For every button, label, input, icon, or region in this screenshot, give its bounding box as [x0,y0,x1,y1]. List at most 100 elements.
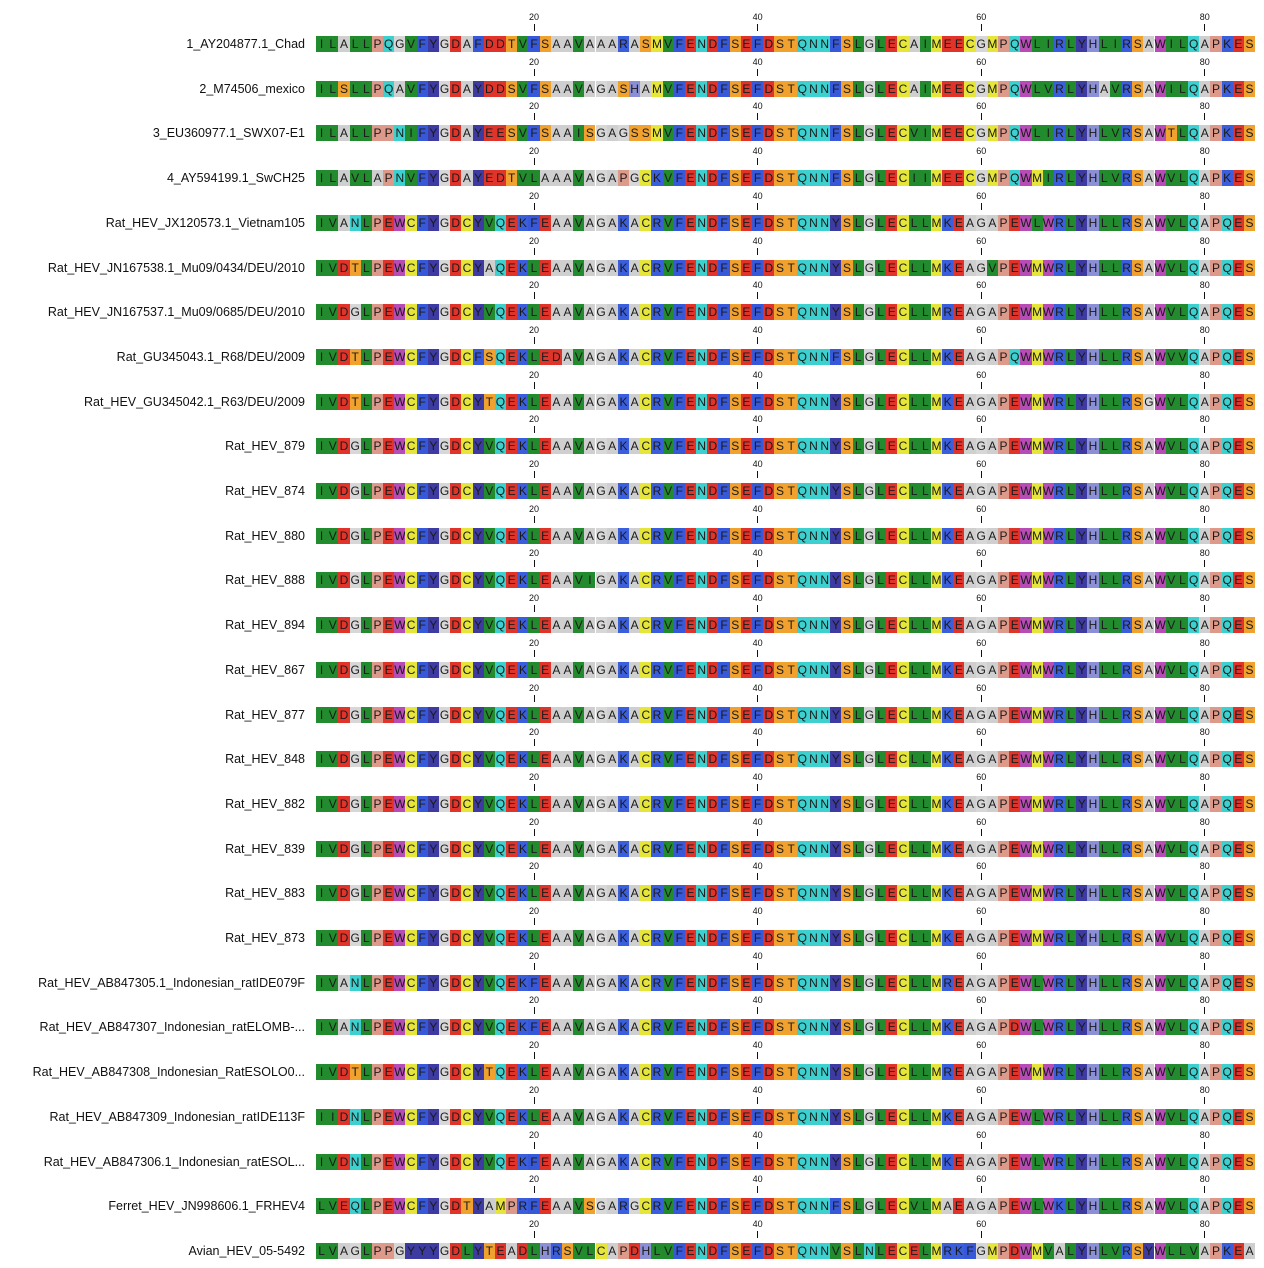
position-tick-mark [980,158,982,166]
residue-cell: P [1210,1064,1222,1081]
residue-cell: C [461,617,473,634]
residue-cell: G [438,259,451,276]
residue-cell: K [942,1019,954,1036]
residue-cell: Y [830,1019,842,1036]
residue-cell: A [1199,974,1211,991]
residue-cell: W [1154,840,1166,857]
residue-cell: L [852,483,864,499]
residue-cell: E [1232,974,1244,991]
residue-cell: V [573,170,585,187]
residue-cell: V [327,706,339,723]
residue-cell: D [338,572,350,589]
residue-cell: A [629,393,641,410]
residue-cell: L [1176,170,1189,187]
position-tick-label: 20 [528,503,539,514]
residue-cell: L [875,795,887,812]
residue-cell: G [975,795,987,812]
residue-cell: A [584,36,596,52]
position-tick-mark [533,1141,535,1149]
residue-cell: R [651,1153,663,1170]
residue-cell: Y [472,259,484,276]
residue-cell: M [1031,661,1043,678]
residue-cell: P [1210,795,1222,812]
residue-cell: F [673,572,685,589]
residue-cell: F [752,36,764,52]
residue-cell: N [807,840,820,857]
residue-cell: G [349,795,361,812]
residue-cell: Y [472,170,484,187]
residue-cell: E [383,393,395,410]
residue-cell: L [1098,1198,1110,1215]
position-tick-label: 80 [1199,1129,1210,1140]
residue-cell: D [483,80,495,97]
residue-cell: L [875,840,887,857]
residue-cell: F [673,1153,685,1170]
residue-cell: E [494,1242,507,1259]
residue-cell: L [1176,930,1189,946]
residue-cell: H [1087,795,1099,812]
residue-cell: L [1176,1198,1189,1215]
residue-cell: E [908,1242,920,1259]
residue-cell: C [405,885,417,902]
residue-cell: W [394,304,406,321]
residue-cell: S [841,214,853,231]
residue-cell: R [1120,348,1133,365]
residue-cell: C [897,1108,909,1125]
residue-cell: H [1087,170,1099,187]
residue-cell: N [807,795,820,812]
position-tick-mark [1204,1007,1206,1015]
residue-cell: Q [1188,80,1200,97]
residue-cell: L [1109,1064,1121,1081]
residue-cell: Q [383,80,395,97]
residue-cell: E [539,1019,551,1036]
residue-cell: Y [427,527,439,544]
residue-cell: Y [1076,36,1088,52]
residue-cell: A [986,483,998,499]
residue-cell: S [1243,572,1256,589]
residue-cell: C [897,1198,909,1215]
residue-cell: L [1098,1019,1110,1036]
residue-cell: G [438,1108,451,1125]
residue-cell: M [930,214,943,231]
residue-cell: I [327,1108,339,1125]
residue-cell: N [807,348,820,365]
residue-cell: L [1065,1153,1077,1170]
residue-cell: K [517,1153,529,1170]
residue-cell: F [718,80,730,97]
residue-cell: T [785,125,797,142]
residue-cell: D [550,348,562,365]
residue-cell: S [729,80,741,97]
residue-cell: P [1210,80,1222,97]
residue-cell: Q [1188,438,1200,455]
position-tick-label: 80 [1199,324,1210,335]
residue-cell: D [450,170,462,187]
residue-cell: S [561,1242,574,1259]
residue-cell: E [539,572,551,589]
residue-cell: N [696,1108,708,1125]
position-tick-label: 40 [752,1129,763,1140]
residue-cell: K [617,706,630,723]
residue-cell: Y [472,304,484,321]
residue-cell: Q [1221,1108,1233,1125]
position-tick-mark [980,1096,982,1104]
residue-cell: C [640,527,652,544]
residue-cell: S [1132,974,1144,991]
residue-cell: V [662,304,674,321]
residue-cell: G [349,751,361,768]
residue-cell: A [629,661,641,678]
residue-cell: Q [796,393,808,410]
residue-cell: E [383,1108,395,1125]
residue-cell: L [908,304,920,321]
residue-cell: I [316,974,328,991]
residue-cell: Y [427,706,439,723]
residue-cell: L [919,1242,931,1259]
residue-cell: H [1087,1108,1099,1125]
residue-cell: N [394,170,406,187]
residue-cell: L [360,483,372,499]
residue-cell: L [1176,885,1189,902]
residue-cell: E [953,572,965,589]
residue-cell: L [908,1108,920,1125]
residue-cell: K [617,304,630,321]
residue-cell: A [584,751,596,768]
residue-cell: F [718,617,730,634]
